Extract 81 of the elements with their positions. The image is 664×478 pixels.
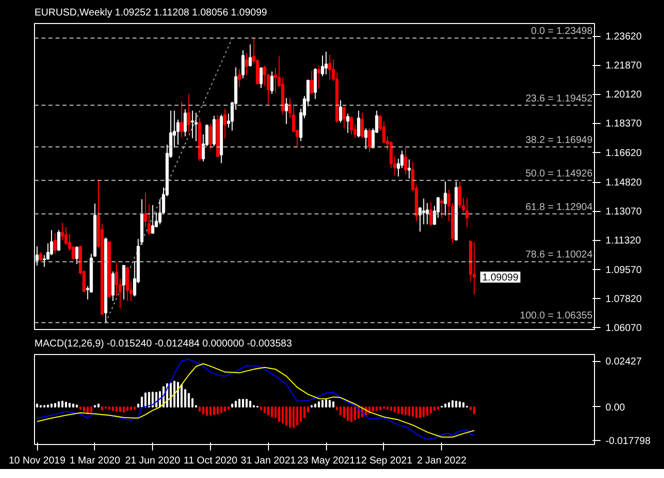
y-tick-label: 1.23620 bbox=[606, 32, 642, 43]
chart-title: EURUSD,Weekly 1.09252 1.11208 1.08056 1.09099 bbox=[34, 8, 268, 18]
candlestick bbox=[465, 197, 469, 228]
y-tick-label: 1.11320 bbox=[606, 236, 642, 247]
x-tick-label: 10 Nov 2019 bbox=[8, 456, 66, 466]
candlestick bbox=[338, 100, 342, 124]
x-tick-label: 11 Oct 2020 bbox=[184, 456, 238, 466]
candlestick bbox=[126, 266, 129, 302]
candlestick bbox=[472, 242, 476, 295]
ref-line-label: 50.0 = 1.14926 bbox=[525, 168, 593, 180]
annotation: 1.09099 bbox=[482, 272, 519, 284]
candlestick bbox=[50, 230, 54, 256]
candlestick bbox=[223, 108, 227, 140]
candlestick bbox=[241, 50, 245, 79]
candlestick bbox=[270, 70, 274, 94]
y-tick-label: 1.21870 bbox=[606, 60, 642, 72]
candlestick bbox=[122, 264, 126, 300]
candlestick bbox=[408, 158, 411, 179]
candlestick bbox=[320, 55, 324, 77]
candlestick bbox=[440, 198, 444, 218]
candlestick bbox=[60, 222, 64, 241]
candlestick bbox=[245, 52, 248, 76]
candlestick bbox=[184, 108, 187, 137]
candlestick bbox=[368, 128, 372, 152]
x-tick-label: 21 Jun 2020 bbox=[125, 456, 181, 466]
candlestick bbox=[111, 270, 115, 302]
ref-line-label: 100.0 = 1.06355 bbox=[520, 310, 593, 322]
candlestick bbox=[422, 198, 426, 225]
y-tick-label: 1.16620 bbox=[606, 148, 642, 159]
candlestick bbox=[426, 202, 429, 225]
y-tick-label: 1.14820 bbox=[606, 178, 642, 189]
candlestick bbox=[187, 93, 190, 134]
y-tick-label: -0.017798 bbox=[606, 436, 651, 448]
ref-line-label: 23.6 = 1.19452 bbox=[525, 93, 593, 104]
y-tick-label: 1.13070 bbox=[606, 206, 642, 218]
candlestick bbox=[357, 110, 360, 138]
candlestick bbox=[342, 105, 346, 129]
x-tick-label: 2 Jan 2022 bbox=[416, 456, 467, 466]
candlestick bbox=[444, 180, 447, 216]
x-tick-label: 1 Mar 2020 bbox=[70, 456, 121, 466]
candlestick bbox=[317, 65, 320, 90]
ref-line-label: 78.6 = 1.10024 bbox=[525, 250, 593, 261]
candlestick bbox=[350, 116, 353, 135]
x-tick-label: 23 May 2021 bbox=[297, 456, 356, 466]
candlestick bbox=[208, 124, 212, 150]
y-tick-label: 1.20120 bbox=[606, 90, 642, 101]
candlestick bbox=[151, 204, 154, 234]
y-tick-label: 1.18370 bbox=[606, 118, 642, 130]
candlestick bbox=[284, 98, 288, 125]
candlestick bbox=[346, 113, 350, 134]
candlestick bbox=[57, 230, 60, 252]
candlestick bbox=[328, 54, 332, 80]
candlestick bbox=[364, 128, 368, 150]
candlestick bbox=[180, 101, 184, 138]
candlestick bbox=[238, 68, 241, 88]
candlestick bbox=[314, 67, 317, 100]
candlestick bbox=[248, 44, 252, 67]
y-tick-label: 1.09570 bbox=[606, 264, 642, 276]
ref-line-label: 0.0 = 1.23498 bbox=[531, 26, 593, 38]
ref-line-label: 61.8 = 1.12904 bbox=[525, 202, 593, 213]
candlestick bbox=[404, 147, 408, 176]
y-tick-label: 1.07820 bbox=[606, 294, 642, 305]
y-tick-label: 0.00 bbox=[606, 402, 626, 414]
candlestick bbox=[194, 112, 198, 142]
y-tick-label: 0.02427 bbox=[606, 356, 642, 368]
candlestick bbox=[42, 254, 46, 268]
candlestick bbox=[429, 202, 432, 226]
candlestick bbox=[458, 180, 462, 209]
x-tick-label: 12 Sep 2021 bbox=[356, 456, 413, 466]
candlestick bbox=[54, 232, 57, 254]
candlestick bbox=[75, 246, 78, 265]
candlestick bbox=[324, 51, 328, 75]
ref-line-label: 38.2 = 1.16949 bbox=[525, 134, 593, 146]
candlestick bbox=[360, 112, 364, 139]
y-tick-label: 1.06070 bbox=[606, 322, 642, 334]
candlestick bbox=[259, 66, 263, 89]
candlestick bbox=[310, 70, 314, 94]
candlestick bbox=[263, 65, 266, 87]
candlestick bbox=[190, 110, 194, 139]
x-tick-label: 31 Jan 2021 bbox=[240, 456, 296, 466]
chart-title: MACD(12,26,9) -0.015240 -0.012484 0.000000 -0.003583 bbox=[34, 338, 292, 350]
